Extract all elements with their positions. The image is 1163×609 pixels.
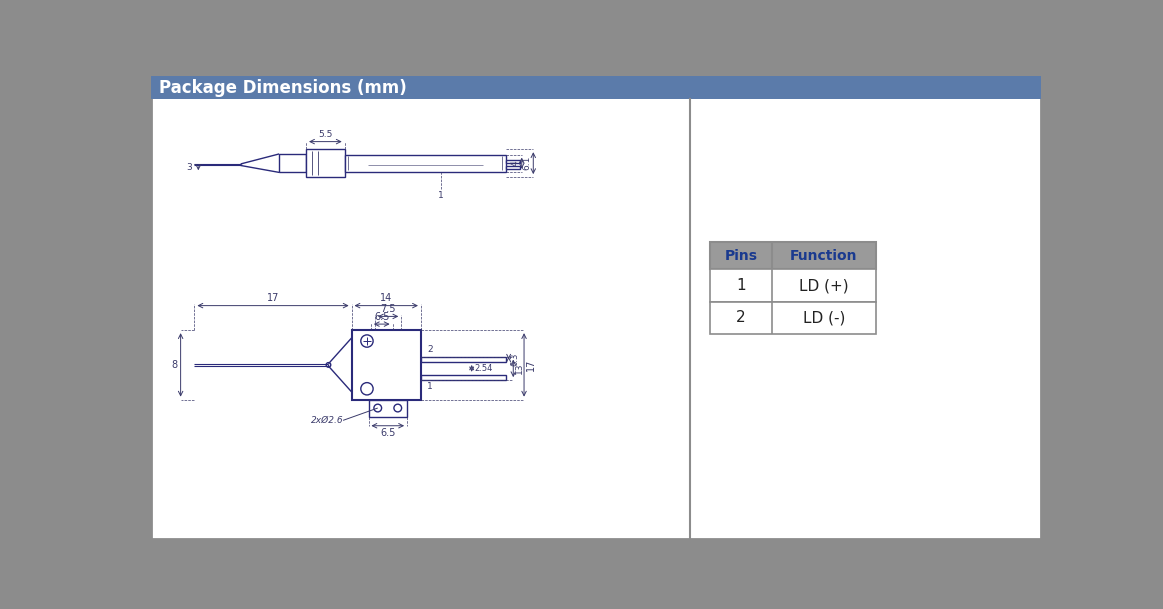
Bar (306, 149, 344, 177)
Text: 5.5: 5.5 (319, 130, 333, 139)
Text: 1: 1 (438, 191, 444, 200)
Text: Pins: Pins (725, 248, 757, 262)
Text: 6.3: 6.3 (511, 353, 519, 366)
Text: LD (-): LD (-) (802, 311, 846, 325)
Text: LD (+): LD (+) (799, 278, 849, 293)
Text: 1: 1 (736, 278, 745, 293)
Text: 2xØ2.6: 2xØ2.6 (311, 416, 343, 425)
Bar (711, 242, 876, 269)
Text: 6.1: 6.1 (522, 156, 531, 171)
Text: 14: 14 (380, 294, 392, 303)
Bar (506, 166, 520, 169)
Text: 17: 17 (266, 294, 279, 303)
Text: 6.5: 6.5 (374, 312, 390, 322)
Bar (711, 269, 876, 302)
Bar (279, 154, 306, 172)
Bar (506, 160, 520, 163)
Bar (421, 375, 506, 380)
Bar (711, 302, 876, 334)
Text: 2: 2 (736, 311, 745, 325)
Text: 2.54: 2.54 (475, 364, 492, 373)
Text: 13: 13 (515, 362, 523, 374)
Text: 7.5: 7.5 (380, 304, 395, 314)
Text: Package Dimensions (mm): Package Dimensions (mm) (159, 79, 407, 97)
Bar (369, 400, 407, 417)
Text: Function: Function (790, 248, 857, 262)
Bar (344, 155, 506, 172)
Text: 17: 17 (527, 359, 536, 371)
Text: 1: 1 (427, 382, 433, 392)
Bar (421, 357, 506, 362)
Bar (151, 76, 1041, 99)
Text: 4: 4 (511, 160, 520, 166)
Text: 6.5: 6.5 (380, 428, 395, 438)
Text: 8: 8 (171, 360, 178, 370)
Text: 2: 2 (427, 345, 433, 354)
Bar (351, 330, 421, 400)
Text: 3: 3 (186, 163, 192, 172)
